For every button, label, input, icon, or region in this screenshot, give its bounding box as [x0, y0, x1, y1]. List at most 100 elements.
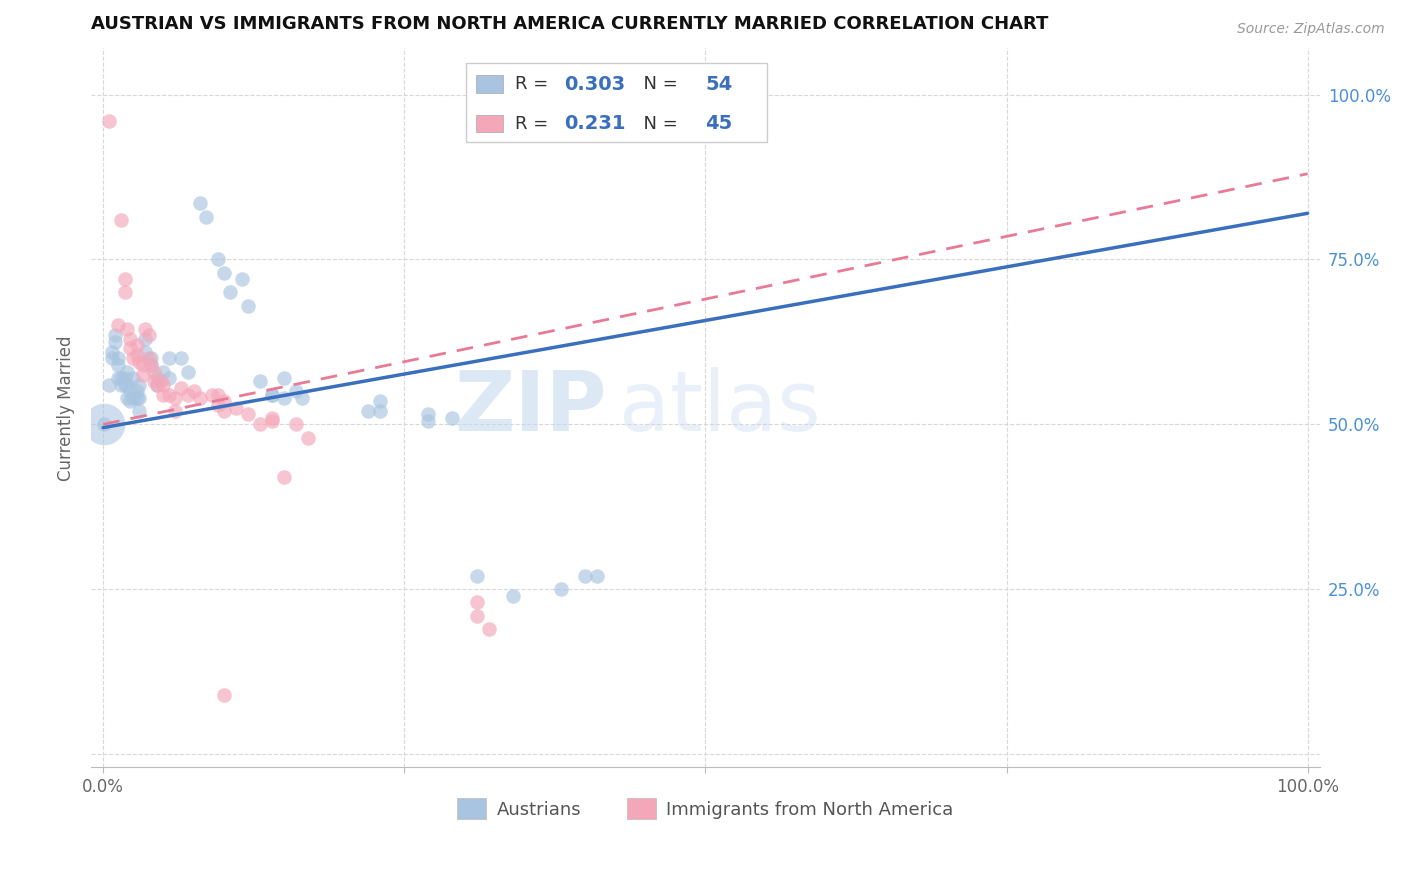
Point [104, 328, 127, 343]
Point [146, 377, 169, 392]
Bar [475, 76, 503, 93]
Point [188, 391, 211, 405]
Point [297, 431, 319, 445]
Point [107, 318, 129, 333]
Point [125, 384, 148, 399]
Legend: Austrians, Immigrants from North America: Austrians, Immigrants from North America [450, 791, 960, 827]
Point [159, 351, 181, 366]
Point [118, 394, 141, 409]
Point [150, 375, 173, 389]
Point [122, 371, 145, 385]
Point [159, 371, 181, 385]
Point [441, 410, 464, 425]
Text: Source: ZipAtlas.com: Source: ZipAtlas.com [1237, 22, 1385, 37]
Point [146, 371, 169, 385]
Point [114, 377, 136, 392]
Text: 0.231: 0.231 [564, 114, 626, 133]
Point [284, 417, 307, 432]
Point [118, 384, 141, 399]
Point [110, 377, 132, 392]
Point [117, 365, 139, 379]
Point [212, 404, 235, 418]
Point [249, 375, 271, 389]
Point [141, 358, 163, 372]
Point [284, 384, 307, 399]
Text: N =: N = [631, 75, 683, 93]
Text: 54: 54 [706, 75, 733, 94]
Point [273, 371, 295, 385]
Point [550, 582, 572, 597]
Point [273, 470, 295, 484]
Point [200, 387, 222, 401]
Point [194, 210, 217, 224]
Point [236, 408, 259, 422]
Point [368, 404, 391, 418]
Point [98, 114, 121, 128]
Point [141, 358, 163, 372]
Point [100, 344, 122, 359]
Point [142, 365, 165, 379]
Point [117, 377, 139, 392]
Point [110, 213, 132, 227]
Point [104, 334, 127, 349]
Point [176, 387, 198, 401]
Point [586, 569, 609, 583]
Point [138, 328, 160, 343]
Point [273, 391, 295, 405]
Point [465, 608, 488, 623]
Point [128, 354, 150, 368]
Point [142, 375, 165, 389]
Text: 45: 45 [706, 114, 733, 133]
Point [107, 358, 129, 372]
Point [122, 391, 145, 405]
Point [249, 417, 271, 432]
Text: AUSTRIAN VS IMMIGRANTS FROM NORTH AMERICA CURRENTLY MARRIED CORRELATION CHART: AUSTRIAN VS IMMIGRANTS FROM NORTH AMERIC… [91, 15, 1049, 33]
Point [236, 299, 259, 313]
Point [478, 622, 501, 636]
Point [212, 394, 235, 409]
Bar [475, 115, 503, 132]
Point [165, 391, 187, 405]
Point [98, 377, 121, 392]
Point [107, 371, 129, 385]
Point [465, 569, 488, 583]
Point [212, 266, 235, 280]
Point [165, 404, 187, 418]
Point [368, 394, 391, 409]
Point [176, 365, 198, 379]
Point [141, 351, 163, 366]
Point [218, 285, 240, 300]
Point [357, 404, 380, 418]
Point [134, 322, 156, 336]
Point [93, 417, 115, 432]
Point [207, 398, 229, 412]
Point [260, 387, 283, 401]
Point [125, 338, 148, 352]
Y-axis label: Currently Married: Currently Married [58, 335, 75, 481]
Point [107, 351, 129, 366]
Point [207, 387, 229, 401]
Text: N =: N = [631, 115, 683, 133]
Point [100, 351, 122, 366]
Point [118, 332, 141, 346]
Point [418, 414, 440, 428]
Point [152, 387, 174, 401]
Point [152, 377, 174, 392]
Point [502, 589, 524, 603]
Text: atlas: atlas [620, 368, 821, 449]
Point [152, 365, 174, 379]
Point [291, 391, 314, 405]
Point [134, 332, 156, 346]
Text: R =: R = [515, 75, 554, 93]
Point [159, 387, 181, 401]
Point [122, 351, 145, 366]
Point [231, 272, 253, 286]
Point [260, 414, 283, 428]
Point [93, 417, 115, 432]
Point [128, 404, 150, 418]
Point [125, 348, 148, 362]
Bar [465, 62, 766, 142]
Point [128, 391, 150, 405]
Point [134, 344, 156, 359]
Point [207, 252, 229, 267]
